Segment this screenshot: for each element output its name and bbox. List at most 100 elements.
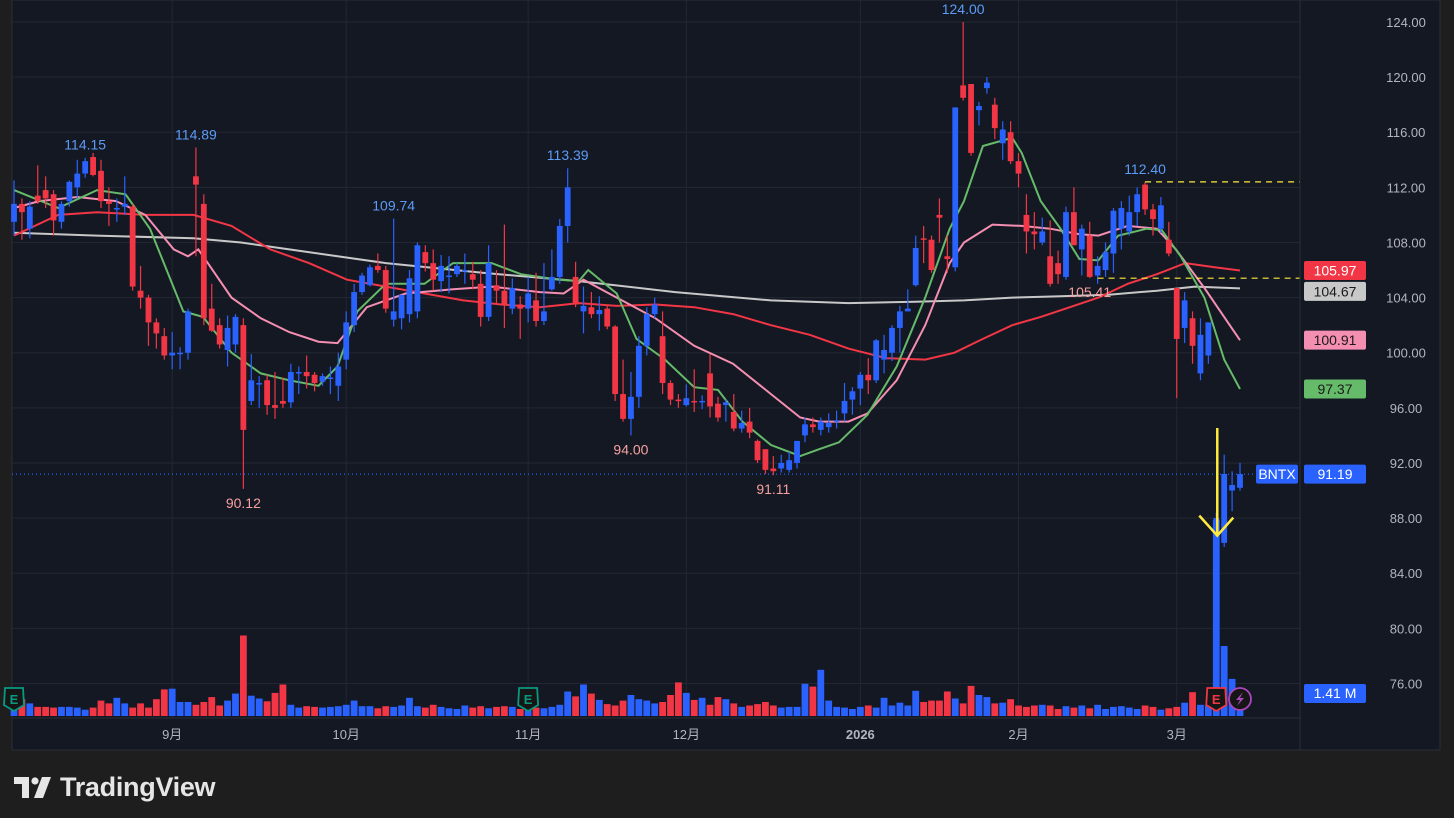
candle-down (501, 290, 508, 305)
candle-up (825, 422, 832, 428)
low-price-label: 105.41 (1068, 284, 1111, 300)
candle-up (327, 377, 334, 380)
volume-bar (1117, 706, 1125, 716)
volume-bar (595, 699, 603, 716)
price-tick-label: 104.00 (1386, 291, 1426, 306)
candle-down (422, 252, 429, 264)
volume-bar (326, 706, 334, 716)
candle-down (770, 468, 777, 472)
volume-bar (1149, 706, 1157, 716)
volume-bar (564, 691, 572, 716)
volume-bar (1197, 704, 1204, 716)
candle-up (248, 380, 255, 401)
volume-bar (295, 707, 303, 716)
time-tick-label: 12月 (673, 727, 700, 742)
earnings-icon-label: E (524, 692, 533, 707)
price-tick-label: 116.00 (1387, 125, 1426, 140)
volume-bar (833, 706, 841, 716)
last-price-badge-text: 91.19 (1317, 466, 1352, 482)
volume-bar (176, 702, 184, 716)
candle-up (1205, 322, 1212, 356)
volume-bar (1094, 704, 1102, 716)
volume-bar (501, 706, 508, 716)
volume-bar (1181, 702, 1189, 716)
price-annotations: 114.15 114.89 90.12 109.74 113.39 94.00 91.11 1… (64, 1, 1166, 511)
candle-up (1039, 231, 1046, 243)
candle-down (19, 203, 25, 213)
candle-up (817, 421, 824, 430)
volume-bar (1078, 705, 1086, 716)
candle-up (999, 129, 1006, 144)
candle-up (738, 422, 745, 429)
price-axis-labels: 124.00 120.00 116.00 112.00 108.00 104.00 100.… (1386, 15, 1426, 691)
volume-badge (1304, 684, 1366, 703)
volume-bar (738, 706, 746, 716)
candle-down (1173, 287, 1180, 339)
volume-bar (374, 708, 382, 716)
volume-bar (287, 704, 295, 716)
time-tick-label: 11月 (515, 727, 542, 742)
volume-bar (413, 706, 421, 716)
candle-down (968, 84, 974, 153)
candle-up (1237, 474, 1243, 488)
candle-up (976, 106, 982, 111)
candle-up (802, 424, 808, 436)
candle-up (556, 225, 563, 277)
candle-up (873, 340, 880, 381)
volume-bar (271, 692, 279, 716)
candle-down (477, 283, 484, 317)
candle-up (82, 161, 89, 174)
volume-bar (667, 695, 674, 716)
candle-up (367, 267, 373, 286)
volume-bar (556, 704, 564, 716)
drawings[interactable] (12, 181, 1300, 538)
volume-bar (967, 685, 975, 716)
candle-up (849, 391, 856, 400)
volume-bar (659, 702, 666, 716)
candle-up (564, 187, 571, 226)
candle-down (1189, 318, 1196, 346)
tradingview-logo[interactable]: TradingView (14, 772, 216, 803)
volume-bar (247, 695, 255, 716)
volume-bar (619, 700, 627, 716)
price-tick-label: 108.00 (1386, 235, 1426, 250)
candle-up (461, 270, 468, 272)
price-tick-label: 84.00 (1390, 566, 1423, 581)
earnings-icon-label: E (1212, 692, 1221, 707)
candle-down (691, 400, 698, 403)
candle-down (98, 170, 104, 202)
price-tick-label: 76.00 (1390, 676, 1423, 691)
volume-bar (548, 706, 556, 716)
candle-up (1110, 210, 1117, 254)
candle-up (1197, 334, 1204, 374)
volume-bar (991, 703, 999, 716)
volume-bar (540, 708, 548, 716)
candle-down (604, 308, 611, 327)
volume-bar (627, 695, 635, 716)
candle-down (1047, 256, 1054, 284)
volume-bar (1030, 705, 1038, 716)
candle-down (730, 411, 737, 429)
volume-bar (224, 700, 231, 716)
candle-up (414, 245, 421, 312)
volume-bar (232, 693, 239, 716)
volume-bar (105, 703, 113, 716)
volume-bar (429, 704, 437, 716)
candle-down (944, 256, 951, 260)
candle-up (351, 292, 358, 326)
candle-up (256, 383, 263, 385)
candle-up (287, 372, 294, 403)
volume-bar (793, 706, 801, 716)
volume-bar (477, 706, 485, 716)
volume-bar (121, 703, 129, 716)
volume-bar (1086, 708, 1094, 716)
volume-bar (809, 686, 817, 716)
volume-bar (1212, 520, 1220, 716)
price-axis[interactable] (1301, 1, 1439, 749)
volume-bar (145, 707, 152, 716)
candle-up (454, 265, 460, 275)
high-price-label: 112.40 (1124, 161, 1166, 177)
volume-bar (730, 703, 738, 716)
